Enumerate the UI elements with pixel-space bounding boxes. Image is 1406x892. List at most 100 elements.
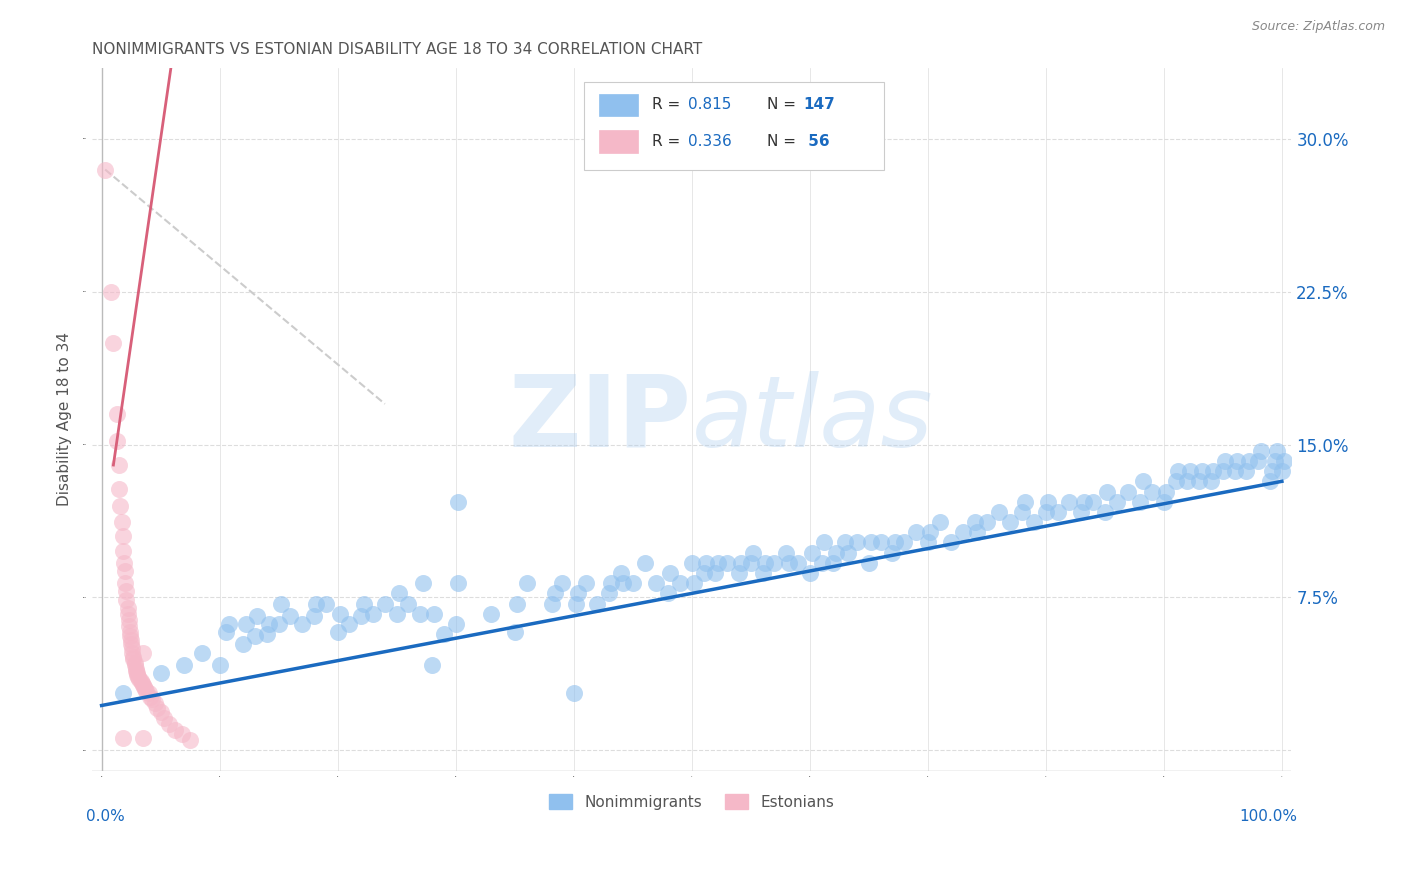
Point <box>740 556 762 570</box>
Point <box>267 617 290 632</box>
Point <box>503 625 526 640</box>
Point <box>869 535 891 549</box>
Point <box>837 546 859 560</box>
Point <box>111 686 134 700</box>
Point <box>257 617 280 632</box>
Point <box>751 566 773 580</box>
Point <box>111 731 134 745</box>
Point <box>353 597 375 611</box>
Point <box>218 617 240 632</box>
Point <box>291 617 314 632</box>
Point <box>1105 494 1128 508</box>
Point <box>135 684 157 698</box>
Point <box>1164 475 1187 489</box>
Text: 100.0%: 100.0% <box>1239 809 1298 824</box>
Point <box>170 727 193 741</box>
Point <box>132 646 155 660</box>
Point <box>1177 475 1199 489</box>
Point <box>115 592 138 607</box>
Point <box>1237 454 1260 468</box>
Point <box>146 700 169 714</box>
Point <box>1264 454 1286 468</box>
Point <box>125 665 148 680</box>
Point <box>834 535 856 549</box>
Point <box>423 607 446 621</box>
Point <box>350 608 373 623</box>
Point <box>112 556 135 570</box>
Text: 0.0%: 0.0% <box>86 809 125 824</box>
Point <box>645 576 668 591</box>
Text: 0.336: 0.336 <box>688 134 733 149</box>
Point <box>1223 464 1246 478</box>
Point <box>114 564 136 578</box>
Point <box>515 576 537 591</box>
Point <box>235 617 257 632</box>
Point <box>433 627 456 641</box>
Point <box>612 576 634 591</box>
Point <box>385 607 408 621</box>
Point <box>1167 464 1189 478</box>
Point <box>858 556 880 570</box>
Point <box>409 607 432 621</box>
Point <box>447 494 470 508</box>
Point <box>551 576 574 591</box>
Point <box>444 617 467 632</box>
Point <box>173 657 195 672</box>
Point <box>326 625 349 640</box>
Point <box>1191 464 1213 478</box>
Point <box>1081 494 1104 508</box>
Point <box>586 597 609 611</box>
Point <box>681 556 703 570</box>
Point <box>669 576 692 591</box>
Point <box>125 668 148 682</box>
Point <box>823 556 845 570</box>
Legend: Nonimmigrants, Estonians: Nonimmigrants, Estonians <box>543 788 841 816</box>
Point <box>100 285 122 299</box>
Point <box>111 515 134 529</box>
Point <box>600 576 623 591</box>
Point <box>966 525 988 540</box>
Point <box>1094 505 1116 519</box>
Point <box>1059 494 1081 508</box>
Point <box>1132 475 1154 489</box>
Point <box>621 576 644 591</box>
Point <box>149 705 172 719</box>
Point <box>1046 505 1069 519</box>
Point <box>824 546 846 560</box>
Point <box>565 597 588 611</box>
Point <box>117 607 139 621</box>
Y-axis label: Disability Age 18 to 34: Disability Age 18 to 34 <box>58 332 72 506</box>
Point <box>1154 484 1177 499</box>
Point <box>846 535 869 549</box>
Point <box>704 566 727 580</box>
Point <box>398 597 420 611</box>
Point <box>246 608 269 623</box>
Point <box>420 657 443 672</box>
Point <box>110 499 132 513</box>
Point <box>361 607 384 621</box>
Point <box>124 657 146 672</box>
Point <box>132 680 155 694</box>
Point <box>860 535 883 549</box>
Point <box>742 546 765 560</box>
Point <box>683 576 706 591</box>
Point <box>1202 464 1225 478</box>
Point <box>1271 464 1294 478</box>
Point <box>388 586 411 600</box>
Point <box>1212 464 1234 478</box>
Point <box>1095 484 1118 499</box>
Point <box>256 627 278 641</box>
Point <box>232 637 254 651</box>
Point <box>191 646 214 660</box>
Point <box>124 656 146 670</box>
Text: Source: ZipAtlas.com: Source: ZipAtlas.com <box>1251 20 1385 33</box>
Point <box>280 608 302 623</box>
Point <box>659 566 682 580</box>
Point <box>127 670 149 684</box>
Point <box>1250 443 1272 458</box>
Point <box>118 625 141 640</box>
Text: N =: N = <box>768 97 801 112</box>
Point <box>208 657 231 672</box>
Point <box>610 566 633 580</box>
Point <box>132 731 155 745</box>
